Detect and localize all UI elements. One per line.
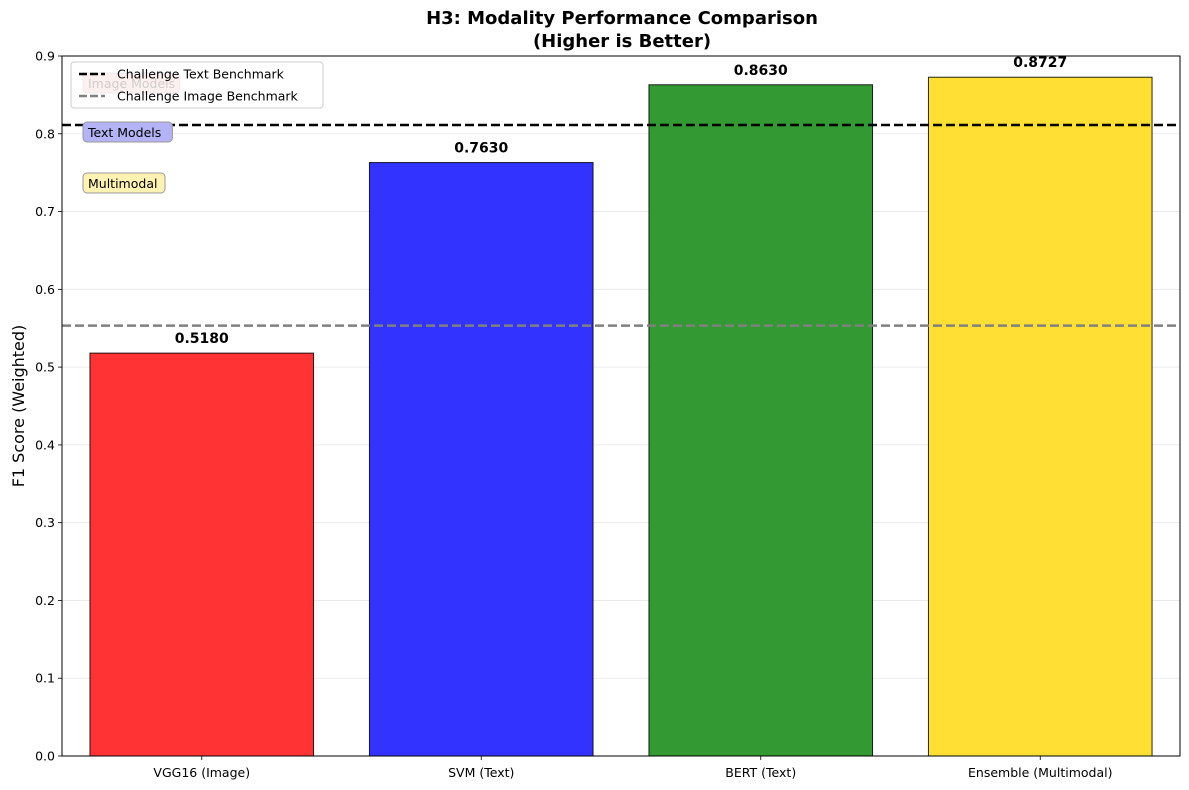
y-tick-label: 0.2 [35, 593, 55, 608]
chart-title: H3: Modality Performance Comparison [426, 8, 818, 29]
y-tick-label: 0.0 [35, 749, 55, 764]
y-tick-label: 0.1 [35, 671, 55, 686]
legend-entry: Challenge Image Benchmark [117, 89, 299, 104]
bar-value-label: 0.8727 [1013, 55, 1067, 71]
x-tick-label: VGG16 (Image) [153, 765, 250, 780]
legend-box [70, 61, 324, 109]
reference-lines [62, 123, 1180, 327]
legend-entry: Challenge Text Benchmark [117, 67, 285, 82]
bar-value-label: 0.5180 [175, 331, 229, 347]
x-tick-label: Ensemble (Multimodal) [968, 765, 1112, 780]
bars [89, 76, 1153, 757]
y-axis: 0.0 0.1 0.2 0.3 0.4 0.5 0.6 0.7 0.8 0.9 [35, 49, 62, 764]
annotation-label: Multimodal [88, 176, 157, 191]
bar-value-label: 0.8630 [734, 63, 788, 79]
annotation-box [82, 172, 166, 194]
annotation-box [82, 121, 173, 143]
x-axis: VGG16 (Image) SVM (Text) BERT (Text) Ensemb… [153, 756, 1112, 780]
x-tick-label: BERT (Text) [725, 765, 796, 780]
bar [89, 352, 315, 757]
y-tick-label: 0.7 [35, 204, 55, 219]
chart-subtitle: (Higher is Better) [533, 31, 711, 52]
y-tick-label: 0.3 [35, 515, 55, 530]
bar [648, 84, 874, 757]
y-tick-label: 0.6 [35, 282, 55, 297]
y-tick-label: 0.4 [35, 437, 55, 452]
plot-frame [61, 55, 1181, 757]
legend: Challenge Text Benchmark Challenge Image … [70, 61, 324, 109]
x-tick-label: SVM (Text) [448, 765, 514, 780]
bar [368, 162, 594, 757]
y-tick-label: 0.8 [35, 126, 55, 141]
annotation-label: Text Models [87, 125, 161, 140]
bar-value-label: 0.7630 [454, 141, 508, 157]
bar-value-labels: 0.5180 0.7630 0.8630 0.8727 [175, 55, 1068, 347]
y-tick-label: 0.9 [35, 49, 55, 64]
bar [927, 76, 1153, 757]
y-tick-label: 0.5 [35, 360, 55, 375]
y-axis-label: F1 Score (Weighted) [9, 325, 28, 488]
